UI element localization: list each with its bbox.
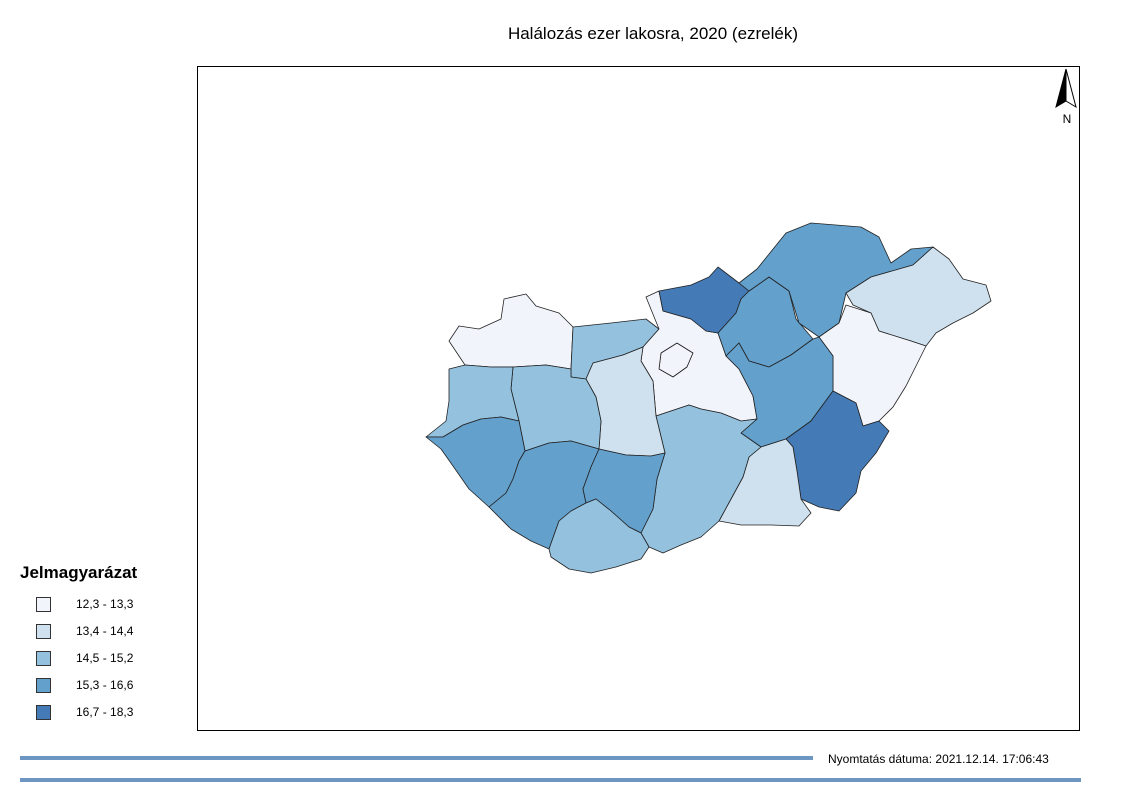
legend-title: Jelmagyarázat [20,563,138,582]
print-date-label: Nyomtatás dátuma: [828,752,933,766]
region-szabolcs-szatmar-bereg[interactable] [845,246,992,347]
legend-item: 15,3 - 16,6 [20,678,190,705]
legend-swatch [36,678,51,693]
region-baranya[interactable] [548,498,650,574]
legend-swatch [36,705,51,720]
legend-item: 16,7 - 18,3 [20,705,190,732]
print-date: Nyomtatás dátuma: 2021.12.14. 17:06:43 [828,752,1049,766]
hungary-county-map: N [425,68,1077,574]
legend-label: 12,3 - 13,3 [76,597,134,611]
legend-item: 13,4 - 14,4 [20,624,190,651]
legend-item: 12,3 - 13,3 [20,597,190,624]
north-arrow-icon: N [1055,68,1077,126]
legend-item: 14,5 - 15,2 [20,651,190,678]
legend-swatch [36,651,51,666]
legend-swatch [36,624,51,639]
north-arrow-label: N [1063,112,1072,126]
legend-swatch [36,597,51,612]
legend-label: 16,7 - 18,3 [76,705,134,719]
print-date-value: 2021.12.14. 17:06:43 [935,752,1049,766]
legend-label: 13,4 - 14,4 [76,624,134,638]
footer-rule-bottom [20,778,1081,782]
legend-label: 14,5 - 15,2 [76,651,134,665]
region-gyor-moson-sopron[interactable] [448,293,574,370]
legend: Jelmagyarázat 12,3 - 13,3 13,4 - 14,4 14… [20,563,190,732]
legend-label: 15,3 - 16,6 [76,678,134,692]
map-frame: N [197,66,1080,731]
footer-rule-top [20,756,813,760]
map-title: Halálozás ezer lakosra, 2020 (ezrelék) [507,24,799,43]
